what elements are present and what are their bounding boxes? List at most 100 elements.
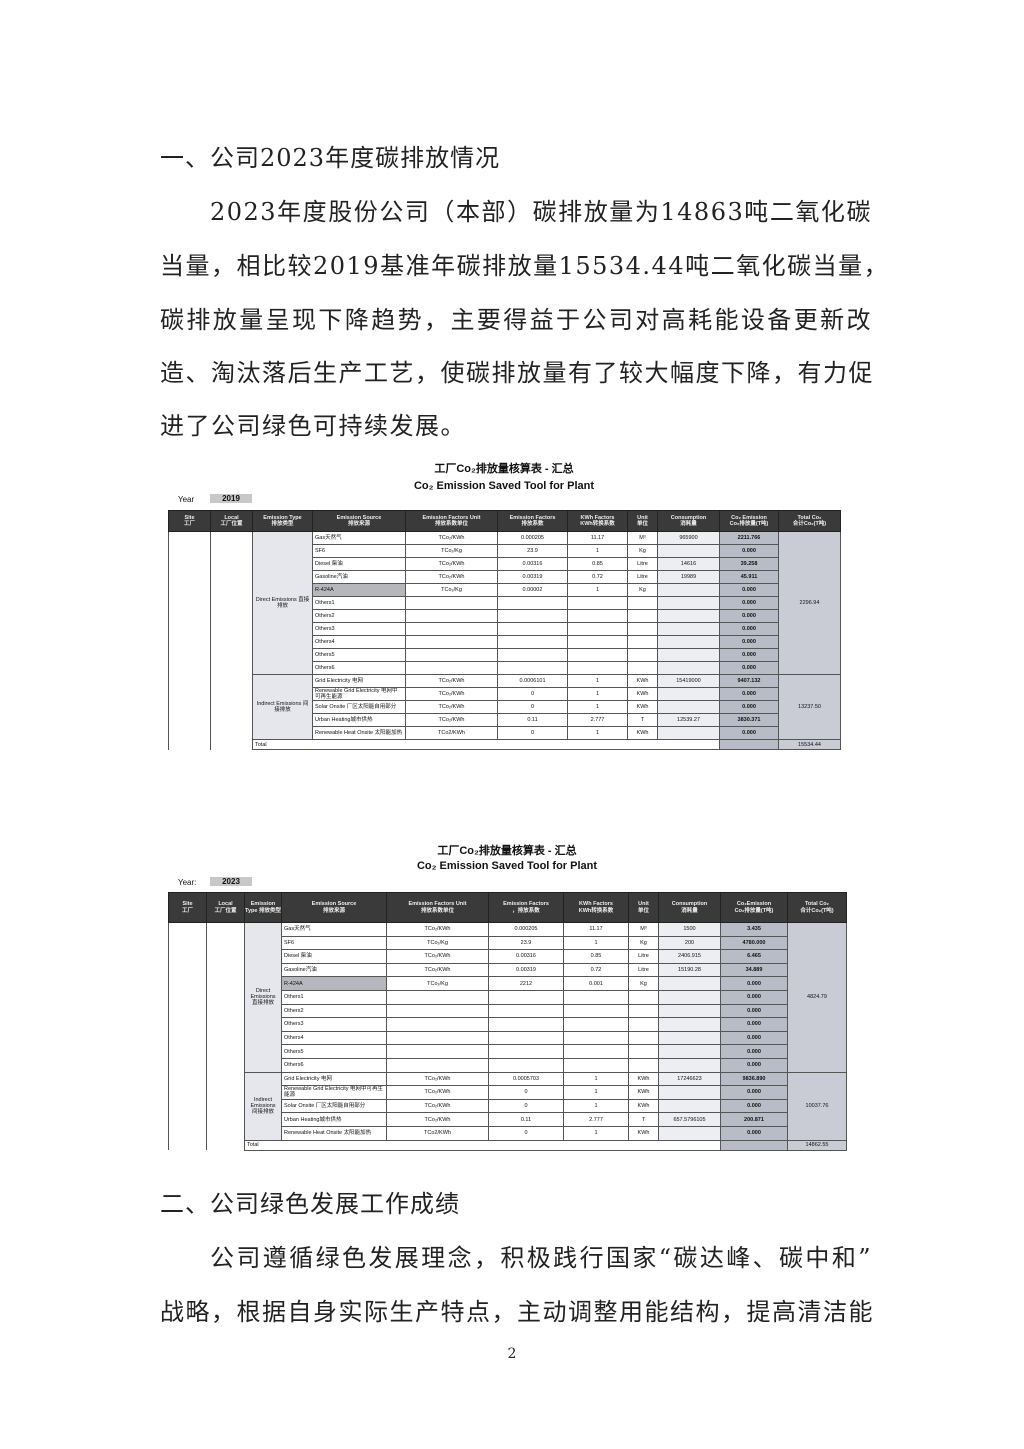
kwh-factor-cell: 1 (563, 1098, 629, 1114)
consumption-cell (658, 1030, 721, 1046)
unit-cell: Kg (628, 976, 659, 991)
column-header: Site 工厂 (168, 892, 207, 923)
total-row: Total 15534.44 (168, 739, 841, 751)
paragraph-line: 2023年度股份公司（本部）碳排放量为14863吨二氧化碳 (210, 198, 872, 226)
emission-source-cell: Others4 (281, 1030, 387, 1046)
column-header: Emission Source 排放来源 (281, 892, 387, 923)
column-header: Emission Factors ，排放系数 (488, 892, 564, 923)
factor-unit-cell (405, 596, 498, 610)
page-number: 2 (507, 1346, 517, 1362)
emission-source-cell: Others5 (281, 1044, 387, 1059)
table-row: Others4 0.000 (169, 1030, 847, 1046)
factor-unit-cell: TCo₂/KWh (405, 674, 498, 688)
unit-cell (627, 609, 658, 623)
kwh-factor-cell (563, 1003, 629, 1019)
unit-cell: KWh (628, 1125, 659, 1141)
kwh-factor-cell (563, 1017, 629, 1032)
factor-unit-cell: TCo2/KWh (405, 726, 498, 741)
emission-factor-cell: 0.00319 (488, 962, 564, 978)
consumption-cell: 15419000 (657, 674, 720, 688)
table-row: Solar Onsite 厂区太阳能自用部分 TCo₂/KWh 0 1 KWh 0.000 (169, 1098, 847, 1114)
column-header: Total Co₂ 合计Co₂(T吨) (787, 892, 847, 923)
consumption-cell (658, 1044, 721, 1059)
consumption-cell (658, 1003, 721, 1019)
column-header: Co₂Emission Co₂排放量(T吨) (720, 892, 788, 923)
local-cell (210, 739, 253, 750)
emission-source-cell: Urban Heating城市供热 (312, 713, 406, 728)
consumption-cell (658, 1017, 721, 1032)
kwh-factor-cell: 11.17 (563, 922, 629, 937)
unit-cell: M³ (628, 922, 659, 937)
direct-total: 4824.79 (787, 922, 847, 1073)
emission-source-cell: Others3 (281, 1017, 387, 1032)
factor-unit-cell (386, 1044, 489, 1059)
factor-unit-cell: TCo₂/Kg (386, 935, 489, 951)
indirect-total: 10037.76 (787, 1071, 847, 1141)
emission-source-cell: Diesel 柴油 (312, 557, 406, 571)
consumption-cell (657, 544, 720, 558)
kwh-factor-cell (567, 648, 628, 662)
emission-source-cell: Gas天然气 (281, 922, 387, 937)
consumption-cell: 19989 (657, 570, 720, 584)
kwh-factor-cell: 0.85 (563, 949, 629, 964)
co2-emission-cell: 6.465 (720, 949, 788, 964)
factor-unit-cell (405, 661, 498, 675)
table-row: Diesel 柴油 TCo₂/KWh 0.00316 0.85 Litre 14616 39… (169, 557, 841, 571)
table-row: Direct Emissions 直接排放 Gas天然气 TCo₂/KWh 0.000… (168, 531, 841, 740)
total-row: Total 14862.55 (168, 1139, 847, 1151)
table-row: Renewable Grid Electricity 电网中可再生能源 TCo₂/… (169, 1085, 847, 1100)
emission-source-cell: Diesel 柴油 (281, 949, 387, 964)
site-cell (168, 531, 211, 740)
emission-factor-cell (488, 989, 564, 1005)
unit-cell: KWh (627, 700, 658, 715)
emission-table: Site 工厂 Local 工厂位置 Emission Type 排放类型 Emiss… (168, 510, 841, 751)
factor-unit-cell: TCo₂/KWh (405, 531, 498, 545)
table-row: Renewable Heat Onsite 太阳能加热 TCo2/KWh 0 1 KWh… (169, 726, 841, 741)
factor-unit-cell: TCo₂/KWh (386, 1071, 489, 1087)
column-header: Site 工厂 (168, 510, 211, 532)
emission-source-cell: Gasoline汽油 (312, 570, 406, 584)
emission-factor-cell (497, 596, 568, 610)
co2-emission-cell: 9407.132 (719, 674, 779, 688)
table-title-cn: 工厂Co₂排放量核算表 - 汇总 (434, 463, 574, 475)
column-header: Emission Source 排放来源 (312, 510, 406, 532)
table-row: Indirect Emissions 间接排放 Grid Electricity … (169, 673, 841, 741)
table-row: Indirect Emissions 间接排放 Grid Electricity … (169, 1071, 847, 1141)
consumption-cell (657, 635, 720, 649)
kwh-factor-cell: 1 (563, 935, 629, 951)
emission-source-cell: Others2 (281, 1003, 387, 1019)
table-row: Urban Heating城市供热 TCo₂/KWh 0.11 2.777 T 657.5… (169, 1112, 847, 1127)
emission-factor-cell: 0.11 (497, 713, 568, 728)
co2-emission-cell: 0.000 (719, 635, 779, 649)
unit-cell: KWh (627, 686, 658, 702)
local-cell (206, 922, 245, 1140)
unit-cell: KWh (628, 1085, 659, 1100)
emission-source-cell: Gasoline汽油 (281, 962, 387, 978)
grand-total: 14862.55 (787, 1139, 847, 1151)
grand-total: 15534.44 (778, 739, 841, 751)
unit-cell: Litre (627, 557, 658, 571)
kwh-factor-cell: 1 (563, 1071, 629, 1087)
emission-factor-cell: 0 (497, 700, 568, 715)
factor-unit-cell (386, 1003, 489, 1019)
consumption-cell (658, 1057, 721, 1073)
emission-source-cell: Renewable Heat Onsite 太阳能加热 (281, 1125, 387, 1141)
co2-emission-cell: 0.000 (720, 1017, 788, 1032)
unit-cell (628, 1003, 659, 1019)
kwh-factor-cell (563, 1030, 629, 1046)
table-row: R-424A TCo₂/Kg 2212 0.001 Kg 0.000 (169, 976, 847, 991)
direct-emissions-label: Direct Emissions 直接排放 (252, 531, 313, 675)
factor-unit-cell: TCo₂/KWh (386, 1085, 489, 1100)
site-cell (168, 739, 211, 750)
factor-unit-cell: TCo₂/KWh (386, 922, 489, 937)
consumption-cell: 15190.28 (658, 962, 721, 978)
section2-heading: 二、公司绿色发展工作成绩 (160, 1190, 460, 1218)
co2-emission-cell: 9836.890 (720, 1071, 788, 1087)
table-row: Others1 0.000 (169, 989, 847, 1005)
consumption-cell: 200 (658, 935, 721, 951)
kwh-factor-cell (563, 1044, 629, 1059)
column-header: Consumption 消耗量 (658, 892, 721, 923)
unit-cell: Kg (627, 583, 658, 597)
co2-emission-cell: 0.000 (719, 622, 779, 636)
year-label: Year: (178, 878, 197, 887)
